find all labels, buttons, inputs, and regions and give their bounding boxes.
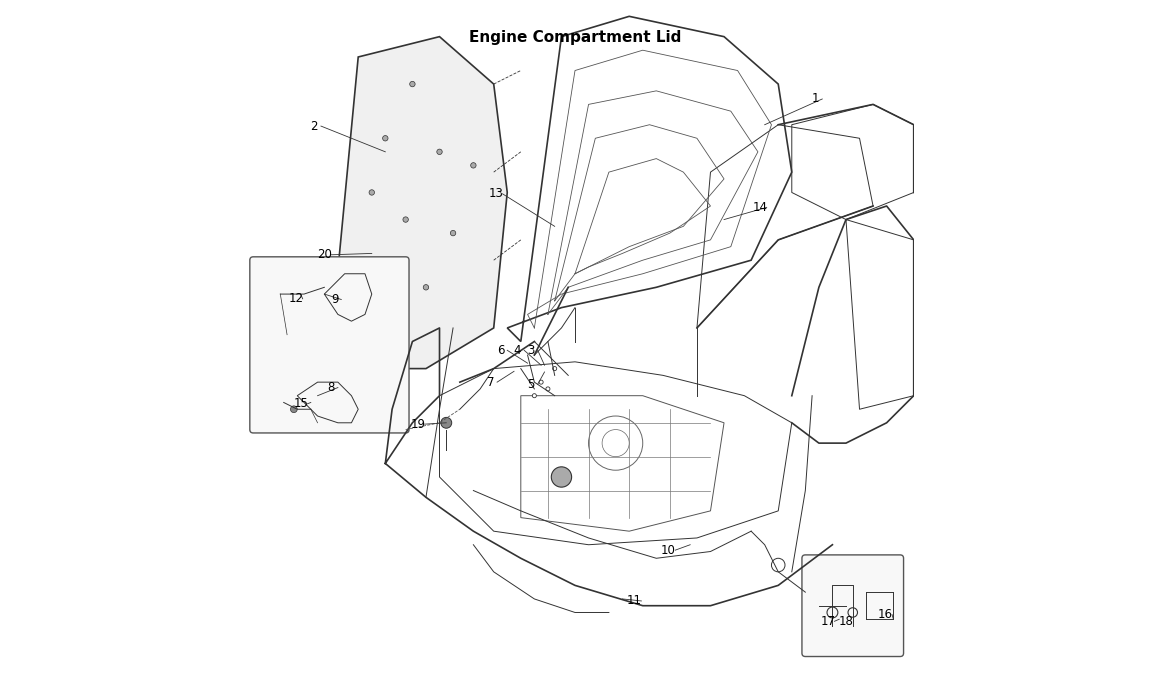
Text: 2: 2: [310, 120, 317, 133]
Text: 10: 10: [661, 544, 676, 557]
Circle shape: [451, 230, 455, 236]
Circle shape: [470, 163, 476, 168]
Text: 20: 20: [317, 249, 332, 262]
FancyBboxPatch shape: [802, 555, 904, 656]
Text: 14: 14: [752, 201, 767, 214]
Text: 16: 16: [877, 608, 892, 621]
Text: 15: 15: [293, 398, 308, 410]
Circle shape: [291, 406, 297, 413]
Circle shape: [440, 417, 452, 428]
Text: 3: 3: [528, 344, 535, 357]
Circle shape: [437, 149, 443, 154]
Text: 12: 12: [289, 292, 304, 305]
Polygon shape: [331, 37, 507, 369]
Text: 4: 4: [514, 344, 521, 357]
Circle shape: [553, 367, 557, 371]
Circle shape: [546, 387, 550, 391]
FancyBboxPatch shape: [250, 257, 409, 433]
Text: 9: 9: [331, 293, 338, 306]
Text: Engine Compartment Lid: Engine Compartment Lid: [469, 30, 681, 45]
Circle shape: [423, 285, 429, 290]
Text: 19: 19: [411, 417, 425, 431]
Circle shape: [551, 466, 572, 487]
Text: 11: 11: [627, 594, 642, 607]
Circle shape: [402, 217, 408, 222]
Text: 6: 6: [497, 344, 504, 357]
Text: 18: 18: [838, 615, 853, 628]
Circle shape: [539, 380, 543, 384]
Circle shape: [383, 135, 388, 141]
Text: 1: 1: [812, 92, 819, 105]
Text: 5: 5: [528, 378, 535, 391]
Circle shape: [532, 393, 536, 398]
Text: 13: 13: [489, 187, 504, 200]
Text: 7: 7: [486, 376, 494, 389]
Circle shape: [369, 190, 375, 195]
Circle shape: [409, 81, 415, 87]
Text: 8: 8: [328, 381, 335, 394]
Text: 17: 17: [820, 615, 835, 628]
